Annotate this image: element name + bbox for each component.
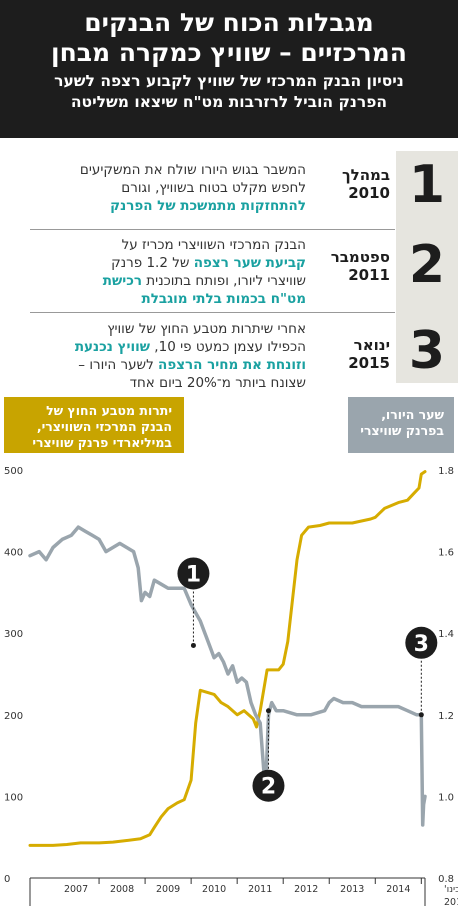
event-marker-dot (265, 708, 271, 714)
event-number-2: 2 (408, 235, 446, 295)
x-axis-tick: 2009 (156, 884, 180, 895)
event-date-3-line-2: 2015 (348, 354, 390, 372)
event-text-line: שצונח ביותר מ־20% ביום אחד (129, 375, 306, 391)
right-axis-tick: 0.8 (438, 874, 454, 885)
x-axis-tick: 2007 (64, 884, 88, 895)
subtitle-line-1: ניסיון הבנק המרכזי של שוויץ לקבוע רצפה ל… (54, 72, 404, 90)
x-axis-end-label: 2015 (444, 897, 458, 908)
x-axis-tick: 2013 (340, 884, 364, 895)
event-text-line: הבנק המרכזי השוויצרי מכריז על (121, 237, 306, 253)
eur-chf-line (28, 525, 427, 827)
event-marker-badge (252, 769, 285, 802)
x-axis-tick: 2011 (248, 884, 272, 895)
event-text-line: הכפילו עצמן כמעט פי 10, שוויץ נכנעת (74, 339, 306, 355)
right-axis-tick: 1.8 (438, 466, 454, 477)
event-marker-dot (190, 642, 196, 648)
event-marker-label: 2 (261, 775, 276, 800)
event-marker-dot (418, 712, 424, 718)
event-text-line: להתחזקות מתמשכת של הפרנק (110, 198, 306, 214)
event-date-3: ינואר 2015 (310, 336, 390, 372)
legend-eur-rate-label: שער היורו, בפרנק שוויצרי (360, 407, 444, 438)
event-date-2-line-1: ספטמבר (330, 248, 390, 266)
event-divider (30, 229, 395, 230)
event-text-line: המשבר בגוש היורו שולח את המשקיעים (79, 162, 306, 178)
event-text-line: וזונחת את מחיר הרצפה לשער היורו – (78, 357, 306, 373)
event-text-1: המשבר בגוש היורו שולח את המשקיעים לחפש מק… (46, 161, 306, 215)
event-text-line: מט"ח בכמות בלתי מוגבלת (141, 291, 306, 307)
event-date-1-line-2: 2010 (348, 184, 390, 202)
event-marker-badge (405, 626, 438, 659)
legend-reserves: יתרות מטבע החוץ של הבנק המרכזי השוויצרי,… (4, 397, 184, 453)
page-title: מגבלות הכוח של הבנקים המרכזיים – שוויץ כ… (0, 8, 458, 68)
x-axis-tick: 2010 (202, 884, 226, 895)
event-date-2-line-2: 2011 (348, 266, 390, 284)
event-date-2: ספטמבר 2011 (310, 248, 390, 284)
legend-reserves-label: יתרות מטבע החוץ של הבנק המרכזי השוויצרי,… (32, 403, 172, 450)
header-panel: מגבלות הכוח של הבנקים המרכזיים – שוויץ כ… (0, 0, 458, 138)
right-axis-tick: 1.2 (438, 711, 454, 722)
x-axis-tick: 2014 (386, 884, 410, 895)
timeline-rail (396, 151, 458, 383)
subtitle-line-2: הפרנק הוביל לרזרבות מט"ח שיצאו משליטה (70, 93, 388, 111)
x-axis-end-label: 31 בינו' (444, 884, 458, 895)
title-line-1: מגבלות הכוח של הבנקים (84, 8, 374, 37)
event-date-3-line-1: ינואר (353, 336, 390, 354)
event-number-1: 1 (408, 155, 446, 215)
x-axis-tick: 2012 (294, 884, 318, 895)
left-axis-tick: 400 (4, 548, 23, 559)
title-line-2: המרכזיים – שוויץ כמקרה מבחן (51, 38, 407, 67)
page-subtitle: ניסיון הבנק המרכזי של שוויץ לקבוע רצפה ל… (10, 71, 448, 113)
left-axis-tick: 500 (4, 466, 23, 477)
event-text-2: הבנק המרכזי השוויצרי מכריז על קביעת שער ר… (46, 236, 306, 308)
event-text-line: לחפש מקלט בטוח בשוויץ, וגורם (121, 180, 306, 196)
event-text-line: שוויצרי ליורו, ופותח בתוכנית רכישת (102, 273, 306, 289)
legend-eur-rate: שער היורו, בפרנק שוויצרי (348, 397, 454, 453)
event-date-1: במהלך 2010 (310, 166, 390, 202)
event-number-3: 3 (408, 321, 446, 381)
event-divider (30, 312, 395, 313)
event-text-line: אחרי שיתרות מטבע החוץ של שוויץ (107, 321, 306, 337)
right-axis-tick: 1.6 (438, 548, 454, 559)
x-axis-tick: 2008 (110, 884, 134, 895)
event-text-3: אחרי שיתרות מטבע החוץ של שוויץ הכפילו עצמ… (46, 320, 306, 392)
left-axis-tick: 200 (4, 711, 23, 722)
event-marker-badge (177, 557, 210, 590)
event-date-1-line-1: במהלך (341, 166, 390, 184)
right-axis-tick: 1.0 (438, 792, 454, 803)
event-text-line: קביעת שער רצפה של 1.2 פרנק (111, 255, 306, 271)
left-axis-tick: 0 (4, 874, 10, 885)
left-axis-tick: 100 (4, 792, 23, 803)
reserves-line (28, 470, 427, 847)
left-axis-tick: 300 (4, 629, 23, 640)
right-axis-tick: 1.4 (438, 629, 454, 640)
event-marker-label: 1 (186, 562, 201, 587)
event-marker-label: 3 (414, 632, 429, 657)
